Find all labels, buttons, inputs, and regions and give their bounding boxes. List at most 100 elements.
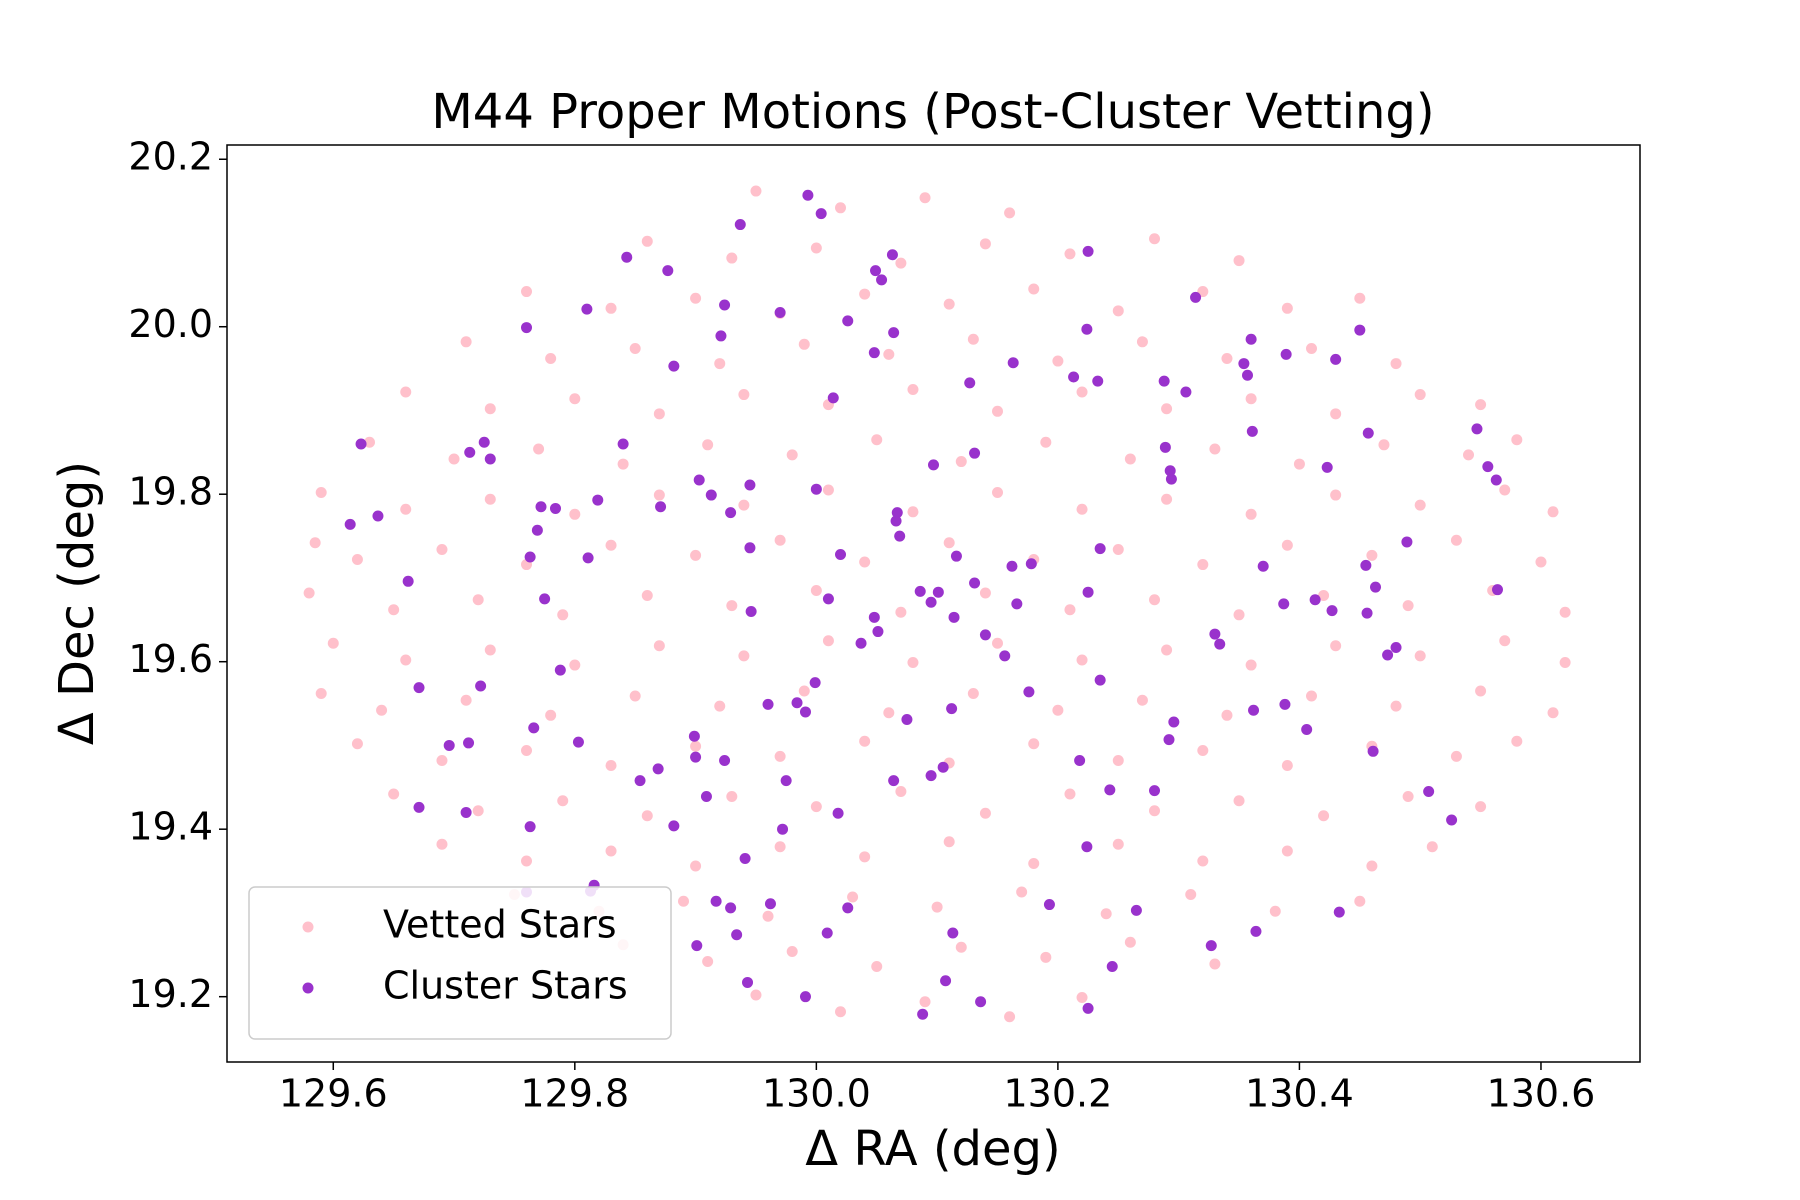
- data-point: [1250, 925, 1262, 937]
- data-point: [557, 795, 569, 807]
- data-point: [842, 315, 854, 327]
- data-point: [688, 730, 700, 742]
- data-point: [1245, 508, 1257, 520]
- data-point: [745, 605, 757, 617]
- data-point: [344, 518, 356, 530]
- data-point: [629, 342, 641, 354]
- data-point: [714, 358, 726, 370]
- data-point: [979, 238, 991, 250]
- data-point: [964, 377, 976, 389]
- data-point: [809, 677, 821, 689]
- data-point: [436, 755, 448, 767]
- data-point: [653, 640, 665, 652]
- data-point: [1092, 375, 1104, 387]
- data-point: [1124, 936, 1136, 948]
- data-point: [1402, 600, 1414, 612]
- data-point: [742, 976, 754, 988]
- data-point: [992, 405, 1004, 417]
- data-point: [1511, 735, 1523, 747]
- data-point: [1112, 755, 1124, 767]
- data-point: [969, 577, 981, 589]
- legend-marker: [302, 921, 314, 933]
- data-point: [1281, 845, 1293, 857]
- data-point: [1209, 628, 1221, 640]
- data-point: [605, 845, 617, 857]
- data-point: [1330, 640, 1342, 652]
- data-point: [947, 927, 959, 939]
- data-point: [1104, 784, 1116, 796]
- data-point: [1052, 704, 1064, 716]
- data-point: [1004, 1011, 1016, 1023]
- data-point: [1414, 650, 1426, 662]
- data-point: [955, 456, 967, 468]
- y-tick-label: 19.4: [128, 805, 213, 849]
- data-point: [979, 807, 991, 819]
- data-point: [1074, 755, 1086, 767]
- data-point: [1301, 724, 1313, 736]
- data-point: [1016, 886, 1028, 898]
- data-point: [1076, 654, 1088, 666]
- data-point: [1112, 543, 1124, 555]
- data-point: [557, 609, 569, 621]
- data-point: [821, 927, 833, 939]
- data-point: [928, 459, 939, 471]
- data-point: [943, 836, 955, 848]
- data-point: [668, 820, 680, 832]
- data-point: [355, 438, 367, 450]
- data-point: [1023, 686, 1035, 698]
- data-point: [1233, 255, 1245, 267]
- data-point: [653, 408, 665, 420]
- data-point: [919, 996, 931, 1008]
- data-point: [1025, 558, 1037, 570]
- data-point: [871, 434, 883, 446]
- data-point: [1278, 598, 1290, 610]
- data-point: [641, 235, 653, 247]
- data-point: [943, 537, 955, 549]
- data-point: [1482, 461, 1494, 473]
- data-point: [1112, 838, 1124, 850]
- data-point: [641, 590, 653, 602]
- data-point: [539, 593, 551, 605]
- data-point: [400, 503, 412, 515]
- data-point: [1280, 348, 1292, 360]
- data-point: [1081, 323, 1093, 335]
- data-point: [1064, 248, 1076, 260]
- data-point: [1390, 358, 1402, 370]
- x-axis-label: Δ RA (deg): [805, 1121, 1061, 1177]
- data-point: [690, 860, 702, 872]
- data-point: [955, 941, 967, 953]
- data-point: [460, 806, 472, 818]
- data-point: [1112, 305, 1124, 317]
- data-point: [1233, 795, 1245, 807]
- data-point: [531, 524, 543, 536]
- data-point: [617, 438, 629, 450]
- data-point: [1318, 810, 1330, 822]
- y-axis-label: Δ Dec (deg): [49, 461, 105, 745]
- data-point: [1402, 791, 1414, 803]
- data-point: [1040, 436, 1052, 448]
- data-point: [641, 810, 653, 822]
- data-point: [1321, 461, 1333, 473]
- data-point: [1082, 586, 1094, 598]
- data-point: [1161, 493, 1173, 505]
- data-point: [710, 895, 722, 907]
- data-point: [969, 447, 981, 459]
- data-point: [690, 292, 702, 304]
- data-point: [652, 763, 664, 775]
- data-point: [1164, 465, 1176, 477]
- data-point: [1076, 503, 1088, 515]
- data-point: [774, 841, 786, 853]
- data-point: [1246, 425, 1258, 437]
- data-point: [731, 929, 743, 941]
- data-point: [1082, 245, 1094, 257]
- data-point: [786, 449, 798, 461]
- data-point: [1245, 393, 1257, 405]
- data-point: [533, 443, 545, 455]
- data-point: [702, 956, 714, 968]
- plot-frame: [226, 144, 1641, 1063]
- data-point: [744, 542, 756, 554]
- legend-label: Cluster Stars: [383, 964, 628, 1008]
- data-point: [726, 252, 738, 264]
- data-point: [1076, 386, 1088, 398]
- data-point: [484, 493, 496, 505]
